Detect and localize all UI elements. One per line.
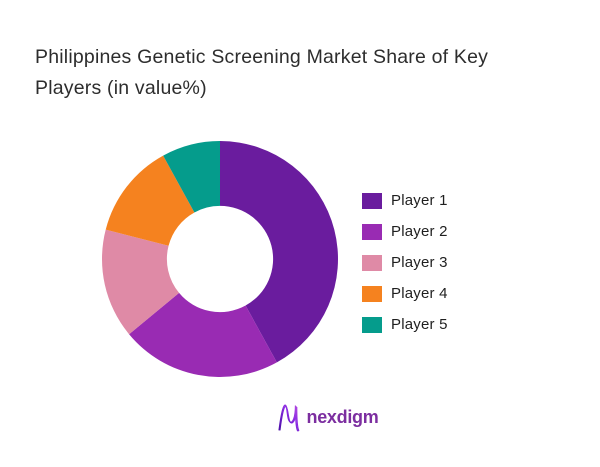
- legend-label-player-1: Player 1: [391, 192, 448, 209]
- legend-label-player-3: Player 3: [391, 254, 448, 271]
- legend-label-player-4: Player 4: [391, 285, 448, 302]
- legend-item-player-4: Player 4: [362, 286, 448, 302]
- chart-legend: Player 1 Player 2 Player 3 Player 4 Play…: [362, 193, 448, 348]
- legend-label-player-2: Player 2: [391, 223, 448, 240]
- donut-slice-player-3: [102, 229, 180, 335]
- nexdigm-logo: nexdigm: [0, 402, 600, 432]
- nexdigm-logo-icon: [277, 404, 299, 432]
- legend-swatch-player-5: [362, 317, 382, 333]
- legend-item-player-5: Player 5: [362, 317, 448, 333]
- donut-chart: [100, 139, 340, 379]
- donut-slice-player-2: [129, 292, 277, 377]
- chart-title-line-1: Philippines Genetic Screening Market Sha…: [35, 46, 489, 68]
- legend-swatch-player-4: [362, 286, 382, 302]
- legend-label-player-5: Player 5: [391, 316, 448, 333]
- donut-slice-player-1: [220, 141, 338, 363]
- nexdigm-logo-inner: nexdigm: [276, 402, 379, 432]
- donut-slice-player-4: [105, 155, 195, 246]
- legend-item-player-3: Player 3: [362, 255, 448, 271]
- nexdigm-logo-text: nexdigm: [306, 406, 379, 427]
- chart-title-line-2: Players (in value%): [35, 77, 207, 99]
- donut-slice-player-5: [163, 141, 220, 213]
- donut-chart-svg: [102, 141, 338, 377]
- legend-item-player-1: Player 1: [362, 193, 448, 209]
- legend-item-player-2: Player 2: [362, 224, 448, 240]
- legend-swatch-player-2: [362, 224, 382, 240]
- chart-title: Philippines Genetic Screening Market Sha…: [35, 42, 575, 104]
- legend-swatch-player-1: [362, 193, 382, 209]
- legend-swatch-player-3: [362, 255, 382, 271]
